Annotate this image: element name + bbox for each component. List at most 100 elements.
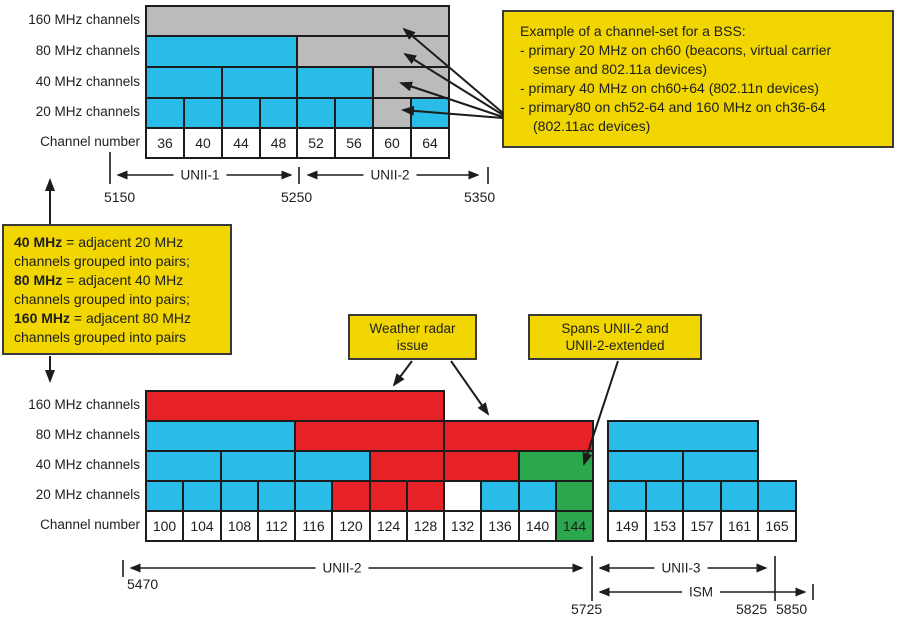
bottom-grid-right: 149 153 157 161 165 [607, 390, 797, 542]
top-bar-80mhz-52-64 [296, 35, 450, 68]
channel-cell: 36 [145, 127, 185, 159]
channel-cell: 44 [221, 127, 261, 159]
bottom-bar-20mhz-132-unused [443, 480, 482, 512]
bottom-bar-40mhz-132-136 [443, 450, 520, 482]
freq-label-5850: 5850 [776, 601, 808, 617]
grouping-line: channels grouped into pairs [14, 329, 187, 345]
channel-cell-144-green: 144 [555, 510, 594, 542]
channel-cell: 136 [480, 510, 520, 542]
bottom-bar-40mhz-116-120 [294, 450, 371, 482]
channel-cell: 112 [257, 510, 296, 542]
bss-line: (802.11ac devices) [533, 118, 651, 134]
weather-line: issue [396, 338, 429, 353]
top-bar-20mhz-64 [410, 97, 450, 129]
bottom-bar-20mhz-157 [682, 480, 722, 512]
bottom-bar-20mhz-100 [145, 480, 184, 512]
channel-cell: 60 [372, 127, 412, 159]
bottom-bar-20mhz-140 [518, 480, 557, 512]
grouping-line: channels grouped into pairs; [14, 291, 190, 307]
bss-line: - primary80 on ch52-64 and 160 MHz on ch… [520, 99, 826, 115]
bottom-bar-20mhz-161 [720, 480, 759, 512]
bottom-bar-20mhz-165 [757, 480, 797, 512]
channel-cell: 52 [296, 127, 336, 159]
freq-label-5725: 5725 [571, 601, 603, 617]
bottom-row-label-80mhz: 80 MHz channels [35, 427, 140, 442]
channel-cell: 153 [645, 510, 684, 542]
bottom-bar-20mhz-112 [257, 480, 296, 512]
bss-line: sense and 802.11a devices) [533, 61, 708, 77]
channel-cell: 48 [259, 127, 298, 159]
top-row-label-20mhz: 20 MHz channels [35, 104, 140, 119]
channel-cell: 128 [406, 510, 445, 542]
channel-cell: 157 [682, 510, 722, 542]
top-bar-20mhz-52 [296, 97, 336, 129]
bss-line: - primary 40 MHz on ch60+64 (802.11n dev… [520, 80, 819, 96]
bottom-bar-80mhz-132-144 [443, 420, 594, 452]
band-label-unii3: UNII-3 [654, 560, 708, 576]
top-bar-40mhz-36-40 [145, 66, 223, 99]
bottom-bar-40mhz-108-112 [220, 450, 296, 482]
bottom-bar-20mhz-136 [480, 480, 520, 512]
top-grid: 36 40 44 48 52 56 60 64 [145, 5, 450, 159]
channel-cell: 140 [518, 510, 557, 542]
top-bar-40mhz-60-64 [372, 66, 450, 99]
bottom-bar-40mhz-100-104 [145, 450, 222, 482]
band-label-ism: ISM [681, 584, 721, 600]
spans-line: Spans UNII-2 and [561, 321, 669, 336]
top-row-label-160mhz: 160 MHz channels [28, 12, 140, 27]
channel-cell: 64 [410, 127, 450, 159]
bottom-bar-20mhz-144 [555, 480, 594, 512]
bottom-bar-80mhz-100-112 [145, 420, 296, 452]
bottom-row-label-20mhz: 20 MHz channels [35, 487, 140, 502]
freq-label-5350: 5350 [464, 189, 496, 205]
weather-radar-callout: Weather radar issue [348, 314, 477, 360]
grouping-line: 160 MHz = adjacent 80 MHz [14, 310, 192, 326]
freq-label-5470: 5470 [127, 576, 159, 592]
channel-cell: 100 [145, 510, 184, 542]
bottom-bar-80mhz-149-161 [607, 420, 759, 452]
channel-cell: 56 [334, 127, 374, 159]
spans-unii2-callout: Spans UNII-2 and UNII-2-extended [528, 314, 702, 360]
bottom-bar-20mhz-128 [406, 480, 445, 512]
bottom-bar-40mhz-157-161 [682, 450, 759, 482]
freq-label-5150: 5150 [104, 189, 136, 205]
freq-label-5250: 5250 [281, 189, 313, 205]
bottom-row-label-40mhz: 40 MHz channels [35, 457, 140, 472]
top-row-label-channel-number: Channel number [40, 134, 140, 149]
top-bar-80mhz-36-48 [145, 35, 298, 68]
top-bar-20mhz-56 [334, 97, 374, 129]
bottom-bar-40mhz-124-128 [369, 450, 445, 482]
top-bar-20mhz-60 [372, 97, 412, 129]
channel-cell: 132 [443, 510, 482, 542]
bottom-bar-20mhz-153 [645, 480, 684, 512]
spans-line: UNII-2-extended [565, 338, 665, 353]
freq-label-5825: 5825 [736, 601, 768, 617]
top-bar-40mhz-52-56 [296, 66, 374, 99]
grouping-line: 40 MHz = adjacent 20 MHz [14, 234, 184, 250]
top-row-label-40mhz: 40 MHz channels [35, 74, 140, 89]
band-label-unii2-bottom: UNII-2 [315, 560, 369, 576]
bss-line: - primary 20 MHz on ch60 (beacons, virtu… [520, 42, 832, 58]
channel-cell: 161 [720, 510, 759, 542]
bottom-row-label-channel-number: Channel number [40, 517, 140, 532]
channel-cell: 40 [183, 127, 223, 159]
channel-grouping-callout: 40 MHz = adjacent 20 MHz channels groupe… [2, 224, 232, 355]
top-bar-20mhz-44 [221, 97, 261, 129]
top-bar-160mhz-36-64 [145, 5, 450, 37]
weather-line: Weather radar [369, 321, 456, 336]
bottom-bar-80mhz-116-128 [294, 420, 445, 452]
bottom-bar-20mhz-120 [331, 480, 371, 512]
channel-cell: 116 [294, 510, 333, 542]
channel-cell: 149 [607, 510, 647, 542]
bottom-bar-40mhz-149-153 [607, 450, 684, 482]
grouping-line: 80 MHz = adjacent 40 MHz [14, 272, 184, 288]
channel-cell: 104 [182, 510, 222, 542]
channel-cell: 124 [369, 510, 408, 542]
bottom-bar-20mhz-149 [607, 480, 647, 512]
grouping-line: channels grouped into pairs; [14, 253, 190, 269]
bottom-bar-20mhz-124 [369, 480, 408, 512]
top-row-label-80mhz: 80 MHz channels [35, 43, 140, 58]
bottom-bar-40mhz-140-144 [518, 450, 594, 482]
top-bar-40mhz-44-48 [221, 66, 298, 99]
bottom-bar-160mhz-100-128 [145, 390, 445, 422]
